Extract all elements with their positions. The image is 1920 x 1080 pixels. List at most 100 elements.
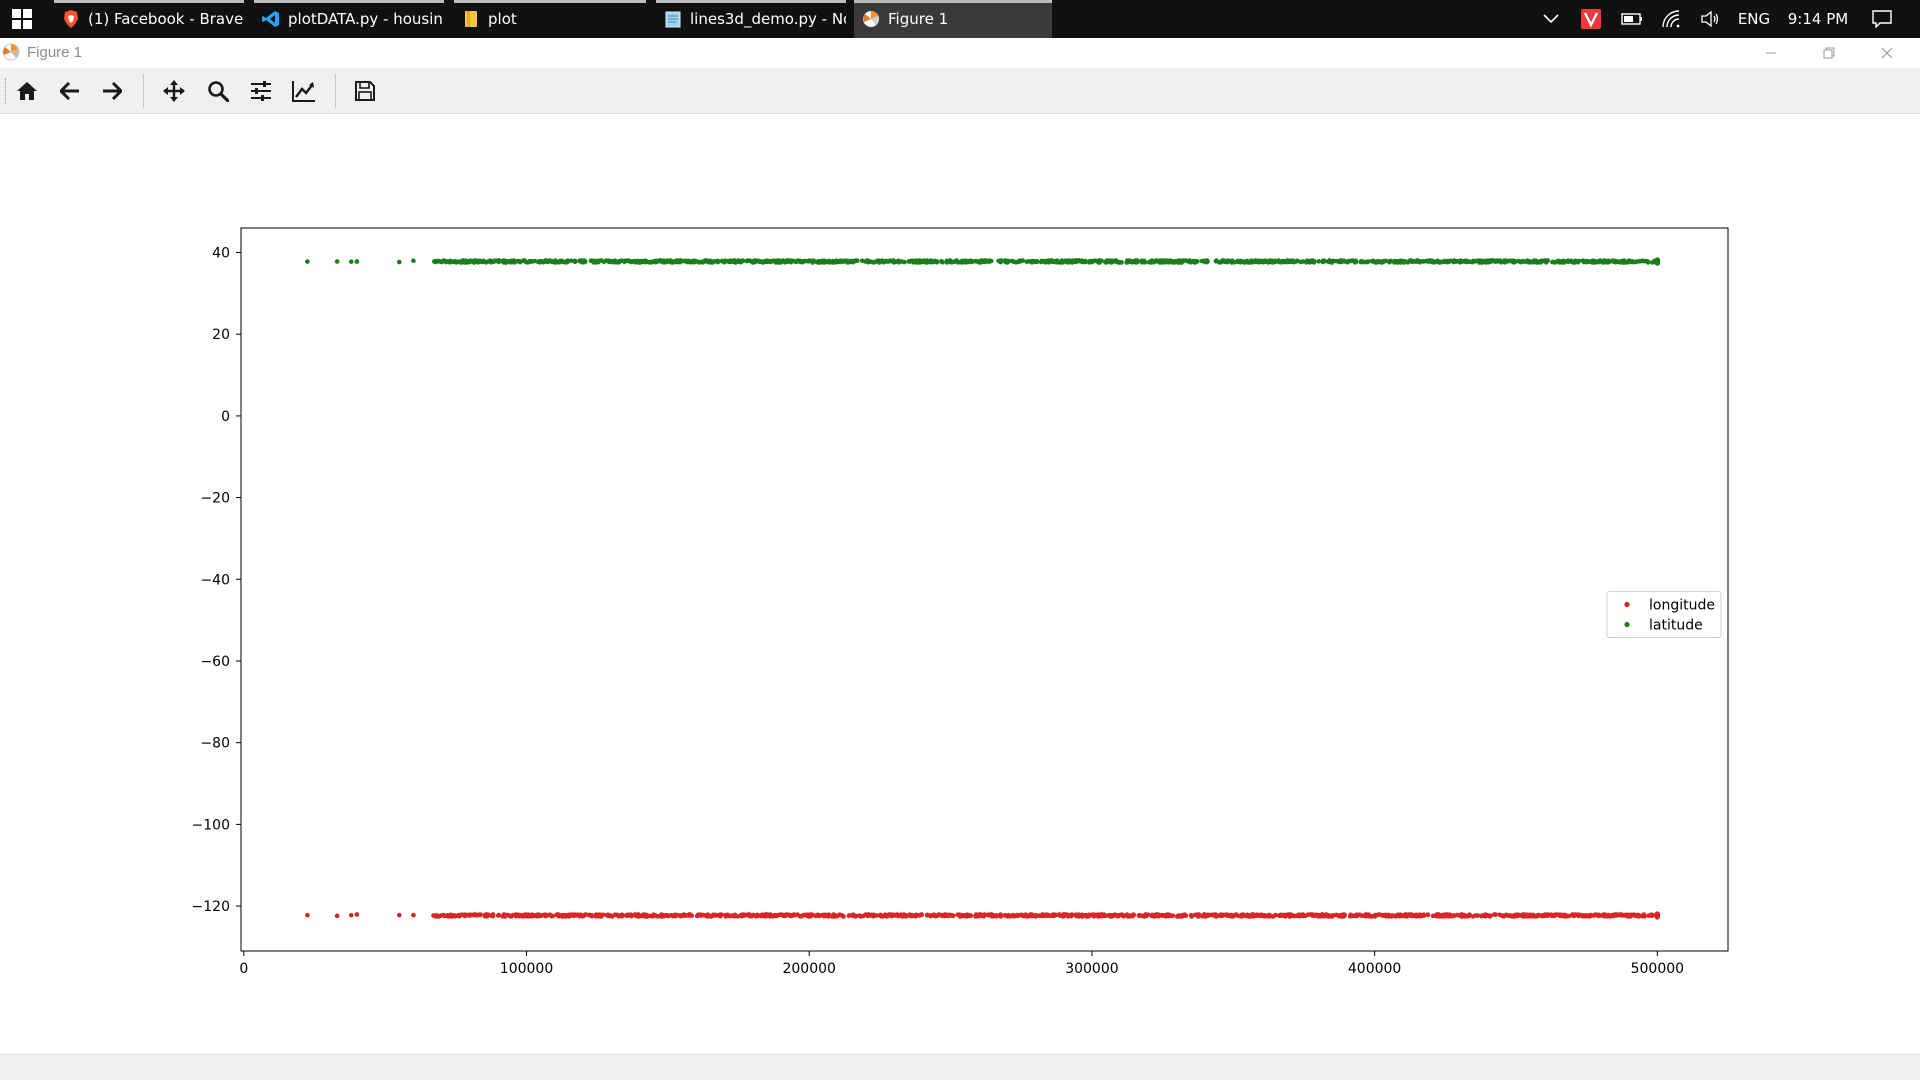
brave-icon — [62, 10, 80, 28]
figure-canvas[interactable]: 0 100000 200000 300000 400000 500000 40 20 0 −20… — [0, 114, 1920, 1054]
data-point — [700, 912, 706, 918]
edit-axis-icon — [292, 81, 315, 102]
data-point — [1131, 912, 1136, 917]
tray-app-vivaldi[interactable] — [1578, 0, 1604, 38]
data-point — [1501, 258, 1507, 264]
data-point — [1300, 259, 1306, 264]
data-point — [719, 258, 725, 264]
y-tick-label: −120 — [192, 899, 230, 915]
y-tick-label: 40 — [212, 246, 230, 262]
data-point — [964, 913, 970, 918]
data-point — [1593, 912, 1598, 917]
data-point — [638, 913, 644, 919]
y-tick-label: −20 — [200, 491, 230, 507]
data-point — [1165, 258, 1170, 264]
minimize-button[interactable] — [1742, 38, 1800, 68]
data-point — [448, 258, 453, 264]
data-point — [659, 912, 664, 917]
data-point — [1316, 259, 1322, 264]
data-point — [1225, 258, 1231, 264]
data-point — [732, 913, 737, 919]
data-point — [761, 259, 767, 264]
data-point — [590, 258, 595, 264]
pan-icon — [163, 80, 185, 102]
taskbar-app-vscode[interactable]: plotDATA.py - housin... — [254, 0, 444, 38]
data-point — [1533, 913, 1538, 919]
taskbar-app-label: lines3d_demo.py - No... — [690, 10, 846, 28]
data-point — [838, 259, 843, 265]
save-button[interactable] — [349, 76, 381, 106]
data-point — [1641, 258, 1646, 264]
data-point — [906, 259, 912, 264]
x-axis: 0 100000 200000 300000 400000 500000 — [239, 951, 1684, 977]
taskbar-app-brave[interactable]: (1) Facebook - Brave — [54, 0, 244, 38]
taskbar-app-explorer[interactable]: plot — [454, 0, 646, 38]
data-point — [354, 912, 360, 917]
network-button[interactable] — [1657, 0, 1685, 38]
data-point — [614, 259, 620, 265]
data-point — [1213, 912, 1218, 917]
back-button[interactable] — [54, 76, 86, 106]
data-point — [1063, 912, 1068, 917]
battery-button[interactable] — [1618, 0, 1646, 38]
battery-icon — [1621, 13, 1642, 25]
data-point — [489, 913, 494, 919]
data-point — [397, 259, 402, 265]
start-button[interactable] — [0, 0, 44, 38]
taskbar-app-notepad[interactable]: lines3d_demo.py - No... — [656, 0, 846, 38]
data-point — [1525, 258, 1530, 263]
data-point — [1066, 259, 1072, 265]
data-point — [892, 912, 898, 918]
forward-button[interactable] — [96, 76, 128, 106]
data-point — [1438, 913, 1443, 918]
data-point — [1352, 259, 1358, 265]
data-point — [1249, 912, 1255, 917]
input-language-button[interactable]: ENG — [1737, 10, 1771, 28]
data-point — [917, 258, 922, 263]
edit-axis-button[interactable] — [288, 76, 320, 106]
data-point — [568, 913, 574, 918]
data-point — [1141, 913, 1147, 919]
data-point — [1553, 912, 1559, 918]
x-tick-label: 500000 — [1631, 961, 1684, 977]
data-point — [1629, 259, 1634, 264]
configure-subplots-button[interactable] — [245, 76, 277, 106]
data-point — [823, 913, 828, 919]
zoom-button[interactable] — [202, 76, 234, 106]
data-point — [1125, 259, 1131, 265]
home-button[interactable] — [11, 76, 43, 106]
close-button[interactable] — [1858, 38, 1916, 68]
vscode-icon — [262, 10, 280, 28]
action-center-button[interactable] — [1862, 0, 1902, 38]
data-point — [700, 260, 705, 265]
data-point — [1563, 912, 1568, 918]
data-point — [1351, 913, 1357, 919]
data-point — [1053, 259, 1058, 265]
volume-button[interactable] — [1696, 0, 1724, 38]
data-point — [1169, 260, 1175, 265]
y-tick-label: −60 — [200, 654, 230, 670]
show-hidden-icons-button[interactable] — [1536, 0, 1566, 38]
data-point — [1417, 258, 1423, 264]
y-axis: 40 20 0 −20 −40 −60 −80 −100 −120 — [192, 246, 241, 915]
data-point — [878, 913, 884, 919]
data-point — [694, 913, 700, 919]
pan-button[interactable] — [158, 76, 190, 106]
data-point — [1564, 259, 1570, 264]
data-point — [1235, 258, 1241, 264]
toolbar-grip[interactable] — [5, 78, 8, 104]
data-point — [1539, 913, 1545, 919]
data-point — [1322, 258, 1327, 264]
data-point — [645, 913, 651, 919]
data-point — [1277, 913, 1282, 918]
data-point — [958, 259, 964, 265]
clock-button[interactable]: 9:14 PM — [1787, 10, 1849, 28]
restore-button[interactable] — [1800, 38, 1858, 68]
x-tick-label: 100000 — [500, 961, 553, 977]
data-point — [1130, 259, 1136, 265]
taskbar-app-figure[interactable]: Figure 1 — [854, 0, 1052, 38]
data-point — [708, 914, 714, 919]
data-point — [480, 259, 485, 265]
data-point — [1492, 912, 1498, 917]
data-point — [935, 912, 941, 918]
